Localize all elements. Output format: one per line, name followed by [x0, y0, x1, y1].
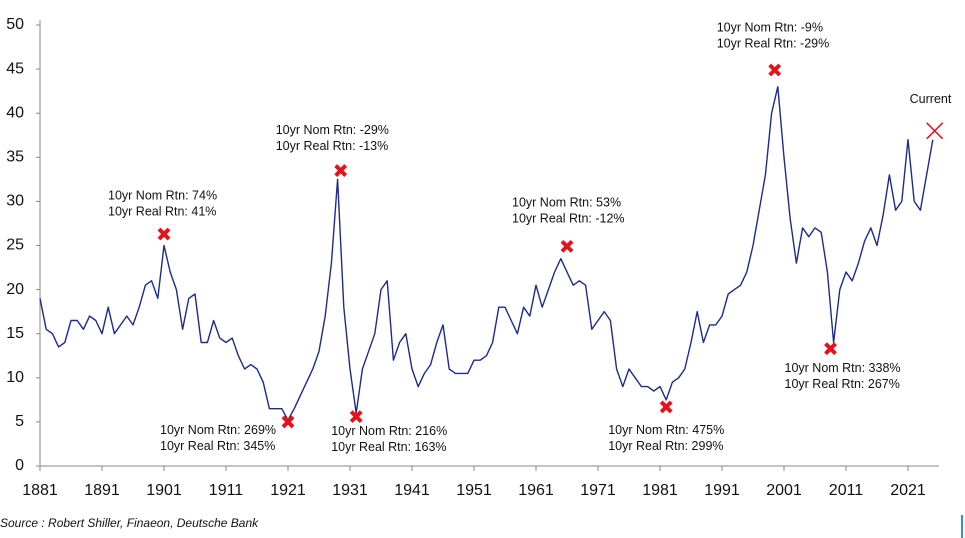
- x-tick-label: 1961: [518, 482, 554, 499]
- x-tick-label: 1981: [642, 482, 678, 499]
- x-tick-label: 1971: [580, 482, 616, 499]
- annotation: Current: [910, 92, 952, 106]
- annotation: 10yr Real Rtn: 41%: [108, 204, 216, 218]
- annotation: 10yr Real Rtn: -29%: [717, 36, 830, 50]
- x-tick-label: 1901: [146, 482, 182, 499]
- marker-stroke: [560, 239, 574, 253]
- annotation: 10yr Real Rtn: 299%: [608, 439, 723, 453]
- annotation: 10yr Nom Rtn: 53%: [512, 196, 621, 210]
- annotation: 10yr Nom Rtn: 216%: [331, 424, 447, 438]
- y-tick-label: 10: [6, 369, 24, 386]
- peak-marker: [824, 342, 837, 356]
- x-tick-label: 1941: [394, 482, 430, 499]
- edge-decoration: [961, 515, 963, 538]
- peak-marker: [349, 410, 363, 424]
- x-tick-label: 1891: [84, 482, 120, 499]
- source-note: Source : Robert Shiller, Finaeon, Deutsc…: [0, 516, 259, 530]
- annotation: 10yr Real Rtn: -12%: [512, 212, 625, 226]
- annotation: 10yr Nom Rtn: 338%: [785, 361, 901, 375]
- peak-marker: [659, 400, 673, 414]
- cape-line: [39, 86, 934, 421]
- x-tick-label: 2001: [766, 482, 802, 499]
- y-tick-label: 40: [6, 104, 24, 121]
- marker-stroke: [768, 63, 782, 77]
- peak-marker: [157, 227, 171, 241]
- y-tick-label: 25: [6, 237, 24, 254]
- x-tick-label: 1931: [332, 482, 368, 499]
- marker-stroke: [659, 400, 673, 414]
- y-tick-label: 30: [6, 193, 24, 210]
- marker-stroke: [334, 164, 348, 177]
- peak-marker: [281, 415, 295, 429]
- annotation: 10yr Nom Rtn: -29%: [276, 123, 389, 137]
- x-tick-label: 1991: [704, 482, 740, 499]
- annotation: 10yr Nom Rtn: 475%: [608, 423, 724, 437]
- y-tick-label: 0: [15, 457, 24, 474]
- peak-marker: [926, 122, 944, 140]
- peak-marker: [560, 239, 574, 253]
- y-tick-label: 35: [6, 149, 24, 166]
- annotation: 10yr Nom Rtn: -9%: [717, 20, 823, 34]
- y-tick-label: 20: [6, 281, 24, 298]
- annotation: 10yr Real Rtn: 345%: [160, 439, 275, 453]
- y-tick-label: 15: [6, 325, 24, 342]
- marker-stroke: [926, 122, 944, 140]
- y-tick-label: 5: [15, 413, 24, 430]
- marker-stroke: [281, 415, 295, 429]
- y-tick-label: 45: [6, 60, 24, 77]
- annotation: 10yr Real Rtn: 163%: [331, 440, 446, 454]
- x-tick-label: 1921: [270, 482, 306, 499]
- annotation: 10yr Real Rtn: 267%: [785, 377, 900, 391]
- x-tick-label: 1911: [209, 482, 244, 499]
- annotation: 10yr Nom Rtn: 269%: [160, 423, 276, 437]
- peak-marker: [334, 164, 348, 177]
- x-tick-label: 1951: [456, 482, 492, 499]
- annotation: 10yr Nom Rtn: 74%: [108, 188, 217, 202]
- marker-stroke: [349, 410, 363, 424]
- x-tick-label: 1881: [22, 482, 58, 499]
- marker-stroke: [824, 342, 837, 356]
- marker-stroke: [157, 227, 171, 241]
- x-tick-label: 2021: [890, 482, 926, 499]
- y-tick-label: 50: [6, 16, 24, 33]
- peak-marker: [768, 63, 782, 77]
- x-tick-label: 2011: [829, 482, 864, 499]
- annotation: 10yr Real Rtn: -13%: [276, 139, 389, 153]
